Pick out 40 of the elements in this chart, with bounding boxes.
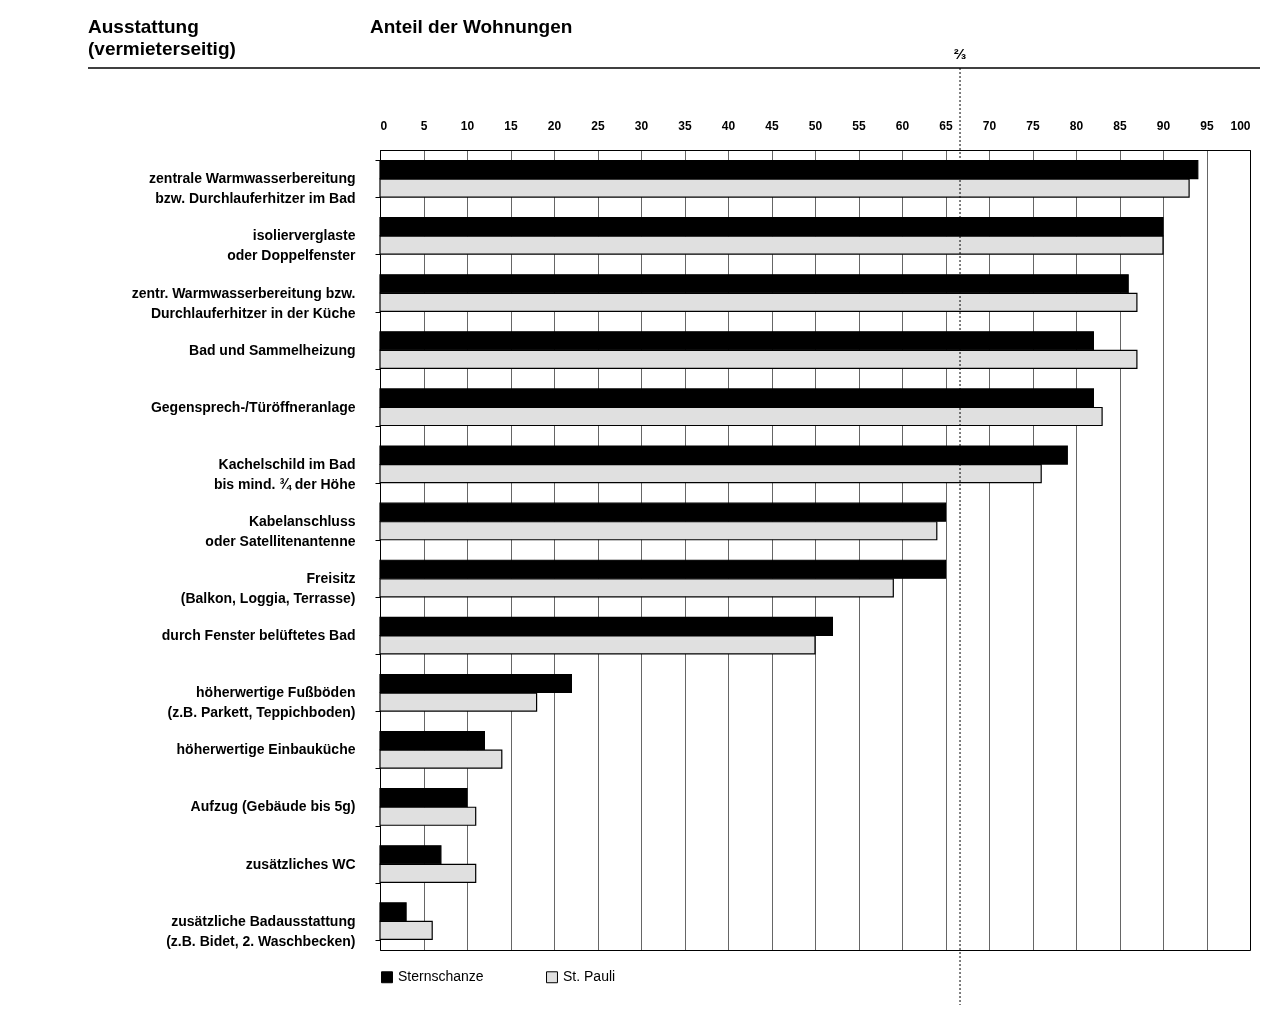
x-tick-label: 20: [547, 118, 562, 133]
x-tick-label: 45: [765, 118, 779, 133]
x-tick-label: 90: [1156, 118, 1171, 133]
y-tick-label: Freisitz (Balkon, Loggia, Terrasse): [180, 570, 356, 607]
x-tick-label: 60: [895, 118, 910, 133]
y-tick-label: zentr. Warmwasserbereitung bzw. Durchlauferhitzer in der Küche: [131, 284, 356, 321]
y-tick-label: durch Fenster belüftetes Bad: [161, 627, 356, 644]
x-axis-title: Anteil der Wohnungen: [370, 16, 573, 37]
y-tick-label: zusätzliche Badausstattung (z.B. Bidet, 2. Waschbecken): [166, 912, 356, 949]
x-tick-label: 55: [852, 118, 866, 133]
y-tick-label: zusätzliches WC: [245, 855, 356, 872]
x-tick-label: 100: [1230, 118, 1251, 133]
x-tick-label: 85: [1113, 118, 1127, 133]
y-tick-label: Kachelschild im Bad bis mind. ¾ der Höhe: [213, 455, 356, 492]
x-tick-label: 40: [721, 118, 736, 133]
x-tick-label: 0: [380, 118, 388, 133]
x-tick-label: 30: [634, 118, 649, 133]
x-tick-label: 65: [939, 118, 953, 133]
x-tick-label: 80: [1069, 118, 1084, 133]
x-tick-label: 70: [982, 118, 997, 133]
y-tick-label: höherwertige Einbauküche: [176, 741, 356, 758]
x-tick-label: 25: [591, 118, 605, 133]
x-tick-label: 35: [678, 118, 692, 133]
y-axis-title: Ausstattung (vermieterseitig): [88, 16, 236, 59]
x-tick-label: 75: [1026, 118, 1040, 133]
x-tick-label: 50: [808, 118, 823, 133]
legend-label: St. Pauli: [563, 968, 616, 985]
y-tick-label: Kabelanschluss oder Satellitenantenne: [205, 512, 356, 549]
y-tick-label: höherwertige Fußböden (z.B. Parkett, Teppichboden): [167, 684, 356, 721]
ref-line-label: ⅔: [953, 45, 967, 62]
y-tick-label: zentrale Warmwasserbereitung bzw. Durchlauferhitzer im Bad: [149, 170, 356, 207]
x-tick-label: 5: [420, 118, 428, 133]
x-tick-label: 15: [504, 118, 518, 133]
legend-label: Sternschanze: [398, 968, 484, 985]
x-tick-label: 10: [460, 118, 475, 133]
y-tick-label: Gegensprech-/Türöffneranlage: [150, 398, 356, 415]
y-tick-label: Aufzug (Gebäude bis 5g): [190, 798, 356, 815]
y-tick-label: Bad und Sammelheizung: [189, 341, 356, 358]
y-tick-label: isolierverglaste oder Doppelfenster: [227, 227, 357, 264]
x-tick-label: 95: [1200, 118, 1214, 133]
